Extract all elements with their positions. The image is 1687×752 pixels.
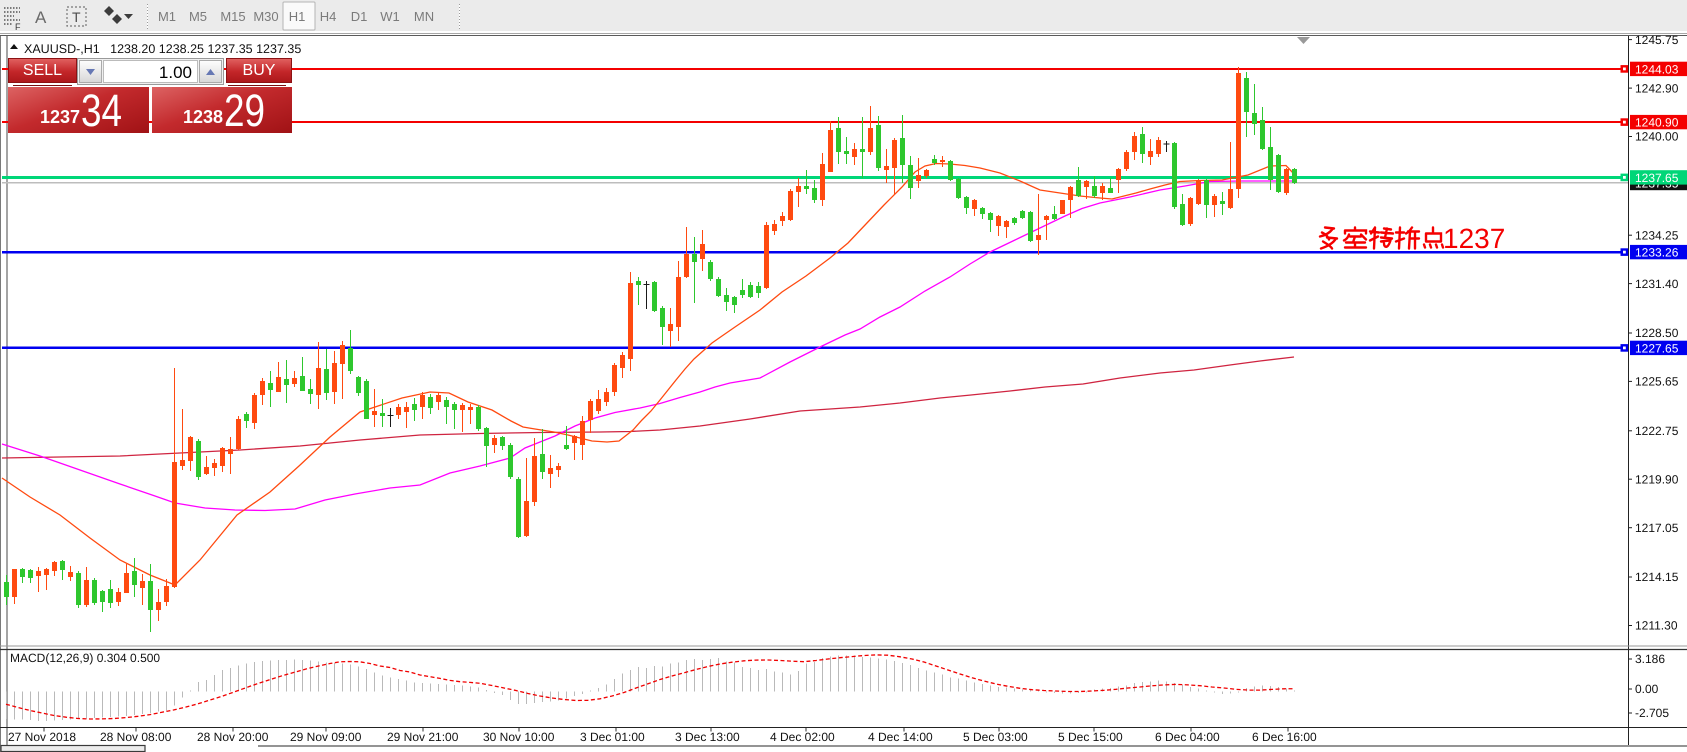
svg-text:1237: 1237 — [1443, 223, 1505, 254]
svg-text:1228.50: 1228.50 — [1635, 326, 1679, 340]
svg-text:1240.00: 1240.00 — [1635, 130, 1679, 144]
svg-text:3 Dec 13:00: 3 Dec 13:00 — [675, 730, 740, 744]
svg-text:1240.90: 1240.90 — [1635, 116, 1679, 130]
svg-text:29 Nov 21:00: 29 Nov 21:00 — [387, 730, 459, 744]
svg-text:XAUUSD-,H1 1238.20 1238.25 1: XAUUSD-,H1 1238.20 1238.25 1237.35 1237.… — [24, 42, 301, 56]
svg-text:6 Dec 16:00: 6 Dec 16:00 — [1252, 730, 1317, 744]
svg-text:0.00: 0.00 — [1635, 682, 1659, 696]
svg-text:1222.75: 1222.75 — [1635, 424, 1679, 438]
svg-text:1227.65: 1227.65 — [1635, 342, 1679, 356]
svg-text:1231.40: 1231.40 — [1635, 277, 1679, 291]
svg-text:1244.03: 1244.03 — [1635, 63, 1679, 77]
svg-text:27 Nov 2018: 27 Nov 2018 — [8, 730, 76, 744]
svg-text:29 Nov 09:00: 29 Nov 09:00 — [290, 730, 362, 744]
svg-text:4 Dec 14:00: 4 Dec 14:00 — [868, 730, 933, 744]
svg-text:1225.65: 1225.65 — [1635, 375, 1679, 389]
svg-text:1219.90: 1219.90 — [1635, 472, 1679, 486]
svg-text:28 Nov 08:00: 28 Nov 08:00 — [100, 730, 172, 744]
svg-text:30 Nov 10:00: 30 Nov 10:00 — [483, 730, 555, 744]
svg-text:1237.65: 1237.65 — [1635, 171, 1679, 185]
svg-text:5 Dec 03:00: 5 Dec 03:00 — [963, 730, 1028, 744]
svg-text:1233.26: 1233.26 — [1635, 246, 1679, 260]
svg-text:1242.90: 1242.90 — [1635, 81, 1679, 95]
svg-text:F: F — [15, 22, 21, 32]
svg-text:5 Dec 15:00: 5 Dec 15:00 — [1058, 730, 1123, 744]
svg-text:4 Dec 02:00: 4 Dec 02:00 — [770, 730, 835, 744]
svg-text:-2.705: -2.705 — [1635, 706, 1669, 720]
svg-text:1245.75: 1245.75 — [1635, 33, 1679, 47]
svg-text:T: T — [72, 9, 81, 25]
svg-text:6 Dec 04:00: 6 Dec 04:00 — [1155, 730, 1220, 744]
svg-text:1234.25: 1234.25 — [1635, 228, 1679, 242]
svg-text:1214.15: 1214.15 — [1635, 570, 1679, 584]
svg-text:28 Nov 20:00: 28 Nov 20:00 — [197, 730, 269, 744]
svg-text:1211.30: 1211.30 — [1635, 619, 1678, 633]
svg-text:3 Dec 01:00: 3 Dec 01:00 — [580, 730, 645, 744]
svg-text:A: A — [35, 8, 47, 27]
svg-text:MACD(12,26,9) 0.304 0.500: MACD(12,26,9) 0.304 0.500 — [10, 651, 160, 665]
svg-text:1217.05: 1217.05 — [1635, 521, 1679, 535]
svg-text:3.186: 3.186 — [1635, 652, 1665, 666]
